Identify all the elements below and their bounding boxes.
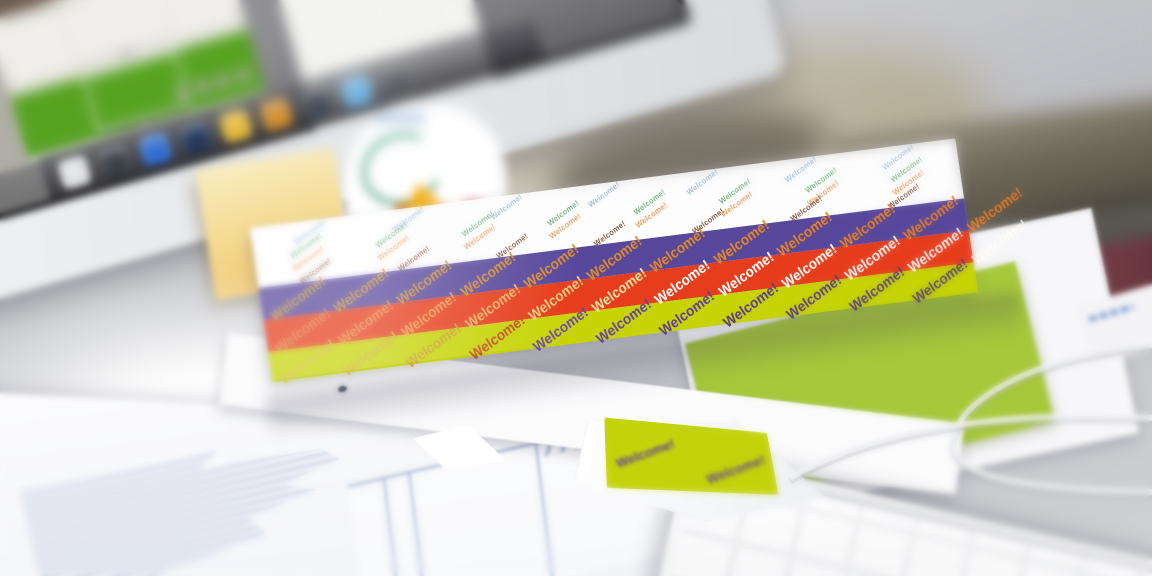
welcome-label: Welcome!: [805, 178, 841, 209]
welcome-label: Welcome!: [719, 189, 755, 220]
welcome-label: Welcome!: [586, 179, 622, 210]
welcome-label: Welcome!: [547, 211, 583, 241]
table-line: [382, 479, 401, 576]
welcome-label: Welcome!: [462, 281, 524, 333]
page-number-mark: [119, 50, 134, 57]
table-line: [408, 473, 427, 576]
welcome-label: Welcome!: [458, 249, 519, 301]
welcome-label: Welcome!: [394, 257, 456, 309]
welcome-label: Welcome!: [488, 192, 524, 222]
teamviewer-icon: [137, 130, 174, 167]
cyberduck-duck-icon: [217, 107, 254, 144]
welcome-label: Welcome!: [613, 435, 677, 471]
finder-icon: [56, 154, 93, 190]
dark-app-icon: [96, 142, 133, 179]
welcome-label: Welcome!: [774, 209, 836, 261]
page-thumbnail: [62, 0, 173, 63]
welcome-label: Welcome!: [494, 231, 530, 261]
welcome-label: Welcome!: [783, 154, 818, 185]
welcome-label: Welcome!: [399, 289, 461, 341]
blue-text-mark: [377, 113, 425, 122]
welcome-label: Welcome!: [592, 218, 628, 249]
welcome-label: Welcome!: [652, 257, 714, 309]
welcome-label: Welcome!: [889, 154, 925, 185]
welcome-label: Welcome!: [779, 241, 841, 293]
welcome-label: Welcome!: [684, 167, 720, 197]
welcome-label: Welcome!: [288, 231, 324, 261]
welcome-label: Welcome!: [788, 193, 824, 224]
welcome-label: Welcome!: [268, 273, 329, 326]
welcome-label: Welcome!: [711, 217, 773, 269]
welcome-label: Welcome!: [901, 192, 962, 245]
welcome-label: Welcome!: [526, 273, 587, 325]
welcome-label: Welcome!: [886, 181, 922, 211]
welcome-label: Welcome!: [891, 167, 926, 198]
welcome-label: Welcome!: [647, 225, 709, 277]
welcome-label: Welcome!: [390, 204, 426, 235]
welcome-label: Welcome!: [461, 222, 497, 252]
welcome-label: Welcome!: [633, 200, 669, 230]
invoice-label: Netto-Gesamt: [542, 408, 561, 457]
welcome-label: Welcome!: [292, 217, 328, 247]
welcome-label: Welcome!: [521, 241, 583, 293]
welcome-label: Welcome!: [336, 297, 397, 349]
welcome-label: Welcome!: [331, 265, 393, 317]
welcome-label: Welcome!: [716, 249, 777, 301]
table-line: [534, 444, 553, 576]
folder-icon: [258, 96, 295, 133]
welcome-label: Welcome!: [593, 296, 655, 348]
blue-print-mark: [1088, 304, 1135, 322]
welcome-label: Welcome!: [881, 142, 916, 172]
keyboard-viewer-icon: [298, 84, 335, 121]
welcome-label: Welcome!: [803, 165, 839, 196]
welcome-label: Welcome!: [396, 243, 432, 274]
welcome-band-purple: Welcome! Welcome! Welcome! Welcome! Welcome!…: [258, 185, 1025, 325]
welcome-label: Welcome!: [690, 206, 726, 236]
welcome-label: Welcome!: [905, 224, 967, 277]
welcome-label: Welcome!: [589, 265, 651, 317]
blue-app-icon: [339, 72, 375, 109]
welcome-label: Welcome!: [460, 209, 495, 239]
welcome-label: Welcome!: [631, 187, 667, 217]
safari-icon: [177, 119, 214, 156]
welcome-label: Welcome!: [298, 256, 334, 286]
welcome-label: Welcome!: [842, 233, 904, 285]
welcome-label: Welcome!: [290, 244, 326, 274]
welcome-label: Welcome!: [837, 201, 899, 253]
welcome-label: Welcome!: [374, 220, 410, 250]
welcome-label: Welcome!: [545, 198, 581, 228]
welcome-label: Welcome!: [584, 233, 646, 285]
welcome-label: Welcome!: [272, 305, 334, 358]
welcome-label: Welcome!: [530, 304, 592, 356]
welcome-label: Welcome!: [704, 451, 768, 487]
welcome-label: Welcome!: [376, 233, 411, 263]
welcome-label: Welcome!: [717, 176, 753, 207]
gray-app-icon: [379, 61, 416, 98]
